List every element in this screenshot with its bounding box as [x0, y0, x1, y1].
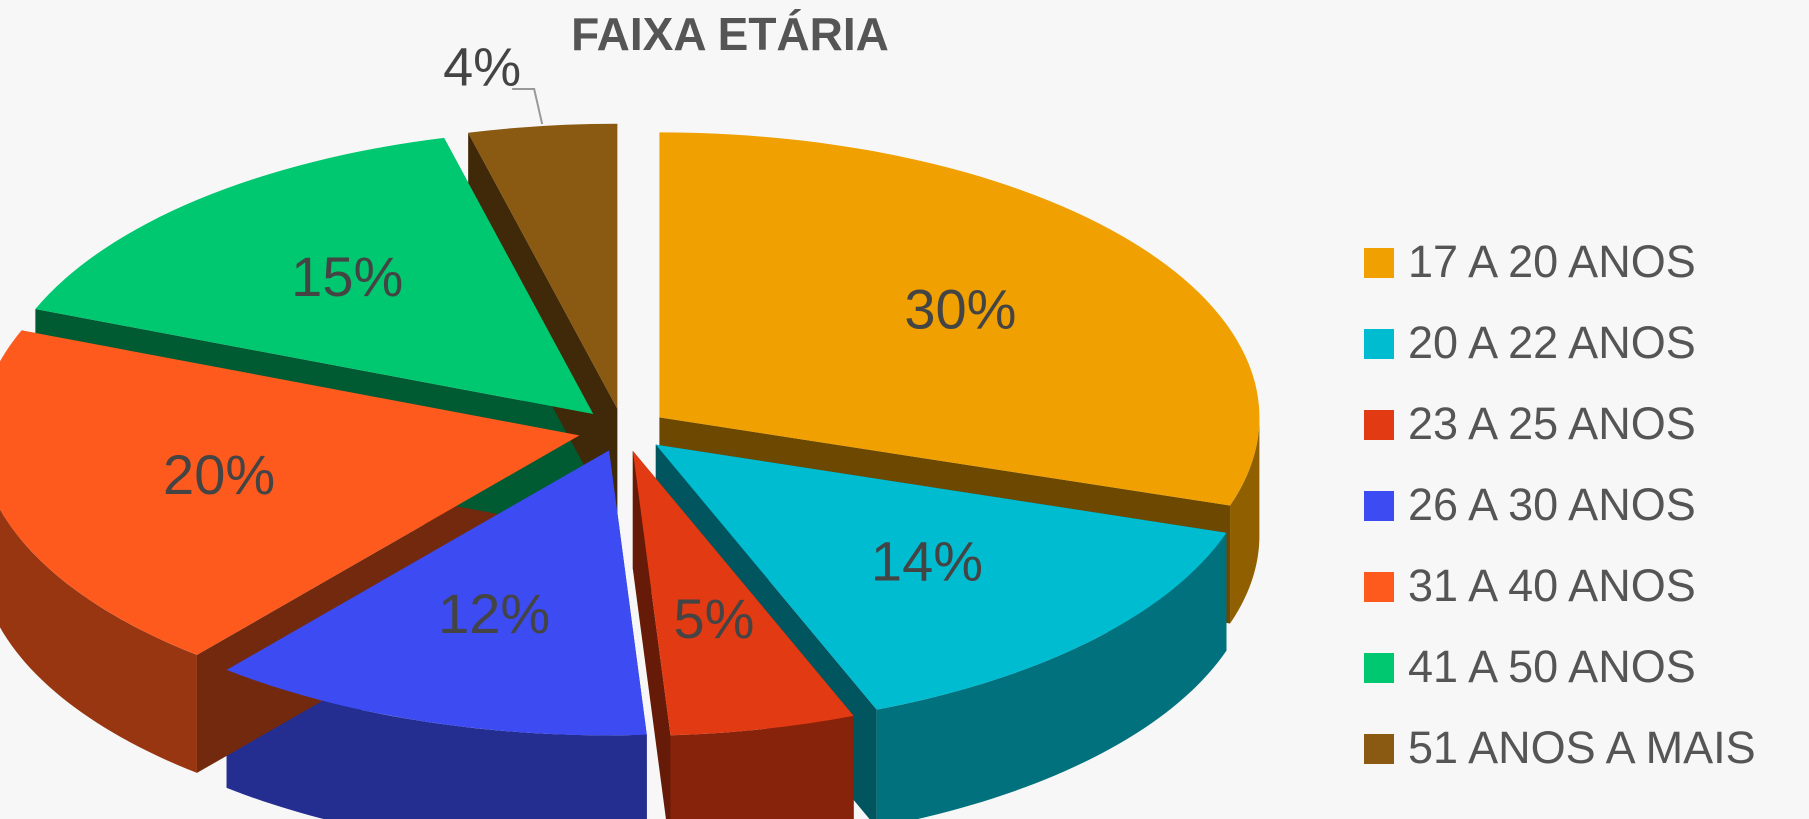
leader-line — [512, 88, 544, 125]
legend-swatch — [1364, 248, 1394, 278]
legend-swatch — [1364, 329, 1394, 359]
legend-label: 31 A 40 ANOS — [1408, 560, 1696, 611]
data-label: 4% — [443, 37, 521, 97]
slice-side — [632, 450, 671, 819]
legend-label: 17 A 20 ANOS — [1408, 236, 1696, 287]
slice — [468, 123, 618, 409]
legend-swatch — [1364, 734, 1394, 764]
legend-swatch — [1364, 491, 1394, 521]
slice-wall — [876, 532, 1227, 819]
data-label: 14% — [871, 529, 983, 592]
slice — [632, 450, 854, 736]
data-label: 30% — [904, 277, 1016, 340]
legend-swatch — [1364, 653, 1394, 683]
legend-label: 26 A 30 ANOS — [1408, 479, 1696, 530]
data-label: 15% — [291, 245, 403, 308]
legend-label: 23 A 25 ANOS — [1408, 398, 1696, 449]
legend-swatch — [1364, 410, 1394, 440]
legend-swatch — [1364, 572, 1394, 602]
slice — [659, 132, 1260, 506]
legend-label: 41 A 50 ANOS — [1408, 641, 1696, 692]
chart-title: FAIXA ETÁRIA — [571, 8, 889, 60]
slice — [35, 137, 594, 414]
data-label: 5% — [673, 587, 754, 650]
data-label: 12% — [438, 582, 550, 645]
slice-wall — [0, 509, 197, 773]
slice — [0, 330, 580, 655]
slice-wall — [1230, 417, 1260, 624]
slice-wall — [670, 715, 854, 819]
slice — [655, 444, 1227, 710]
slice — [226, 450, 647, 736]
slice-wall — [226, 669, 647, 819]
data-label: 20% — [163, 443, 275, 506]
legend-label: 51 ANOS A MAIS — [1408, 722, 1756, 773]
legend-label: 20 A 22 ANOS — [1408, 317, 1696, 368]
